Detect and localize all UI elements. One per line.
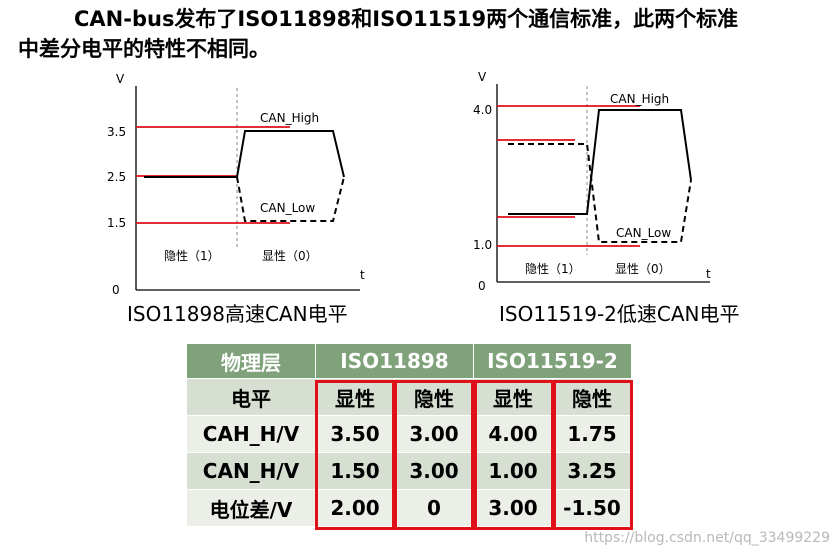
left-can-high-line <box>144 130 345 178</box>
row-label: 电位差/V <box>186 489 316 527</box>
highlight-box-iso11898-dominant <box>315 380 395 530</box>
heading-line-1: CAN-bus发布了ISO11898和ISO11519两个通信标准，此两个标准 <box>74 7 739 31</box>
heading-line-2: 中差分电平的特性不相同。 <box>18 37 270 61</box>
left-tick-0: 0 <box>112 283 120 297</box>
diagram-right: V t 4.0 1.0 0 CAN_High CAN_Low 隐性（1） 显性（… <box>473 70 711 293</box>
diagram-left: V t 3.5 2.5 1.5 0 CAN_High CAN_Low 隐性（1）… <box>107 72 365 297</box>
table-cell: 0 <box>394 489 474 527</box>
row-label: 电平 <box>186 378 316 416</box>
highlight-box-iso11898-recessive <box>394 380 474 530</box>
left-tick-1-5: 1.5 <box>107 216 126 230</box>
table-cell: -1.50 <box>552 489 632 527</box>
right-can-low-line <box>508 143 692 243</box>
table-cell: 1.75 <box>552 415 632 453</box>
right-recessive-label: 隐性（1） <box>525 262 581 276</box>
watermark: https://blog.csdn.net/qq_33499229 <box>584 530 830 546</box>
table-cell: 隐性 <box>552 378 632 416</box>
table-cell: 2.00 <box>315 489 395 527</box>
left-can-high-label: CAN_High <box>260 111 319 125</box>
highlight-box-iso11519-recessive <box>553 380 633 530</box>
left-can-low-line <box>236 176 345 222</box>
row-label: CAN_H/V <box>186 452 316 490</box>
table-cell: 1.50 <box>315 452 395 490</box>
table-row: 电位差/V 2.00 0 3.00 -1.50 <box>186 489 632 527</box>
left-x-axis-label: t <box>360 268 365 282</box>
heading: CAN-bus发布了ISO11898和ISO11519两个通信标准，此两个标准 … <box>18 4 834 64</box>
right-x-axis-label: t <box>706 267 711 281</box>
right-y-axis-label: V <box>478 70 487 84</box>
table-row: CAN_H/V 1.50 3.00 1.00 3.25 <box>186 452 632 490</box>
right-tick-1-0: 1.0 <box>473 238 492 252</box>
row-label: CAH_H/V <box>186 415 316 453</box>
table-header-row: 物理层 ISO11898 ISO11519-2 <box>186 343 632 379</box>
left-caption: ISO11898高速CAN电平 <box>127 302 348 326</box>
comparison-table: 物理层 ISO11898 ISO11519-2 电平 显性 隐性 显性 隐性 C… <box>186 343 632 527</box>
right-can-high-label: CAN_High <box>610 92 669 106</box>
table-row: CAH_H/V 3.50 3.00 4.00 1.75 <box>186 415 632 453</box>
left-tick-3-5: 3.5 <box>107 125 126 139</box>
right-caption: ISO11519-2低速CAN电平 <box>499 302 740 326</box>
right-tick-0: 0 <box>478 279 486 293</box>
header-iso11898: ISO11898 <box>315 343 474 379</box>
right-dominant-label: 显性（0） <box>615 262 671 276</box>
left-y-axis-label: V <box>116 72 125 86</box>
right-can-low-label: CAN_Low <box>616 226 671 240</box>
table-cell: 3.00 <box>394 415 474 453</box>
table-cell: 3.00 <box>473 489 553 527</box>
table-row: 电平 显性 隐性 显性 隐性 <box>186 378 632 416</box>
header-iso11519: ISO11519-2 <box>473 343 632 379</box>
left-recessive-label: 隐性（1） <box>164 249 220 263</box>
highlight-box-iso11519-dominant <box>474 380 554 530</box>
left-can-low-label: CAN_Low <box>260 201 315 215</box>
table-cell: 3.25 <box>552 452 632 490</box>
table-cell: 显性 <box>315 378 395 416</box>
table-cell: 隐性 <box>394 378 474 416</box>
header-physical-layer: 物理层 <box>186 343 316 379</box>
left-tick-2-5: 2.5 <box>107 170 126 184</box>
table-cell: 显性 <box>473 378 553 416</box>
left-dominant-label: 显性（0） <box>262 249 318 263</box>
right-can-high-line <box>508 109 692 215</box>
right-tick-4-0: 4.0 <box>473 103 492 117</box>
